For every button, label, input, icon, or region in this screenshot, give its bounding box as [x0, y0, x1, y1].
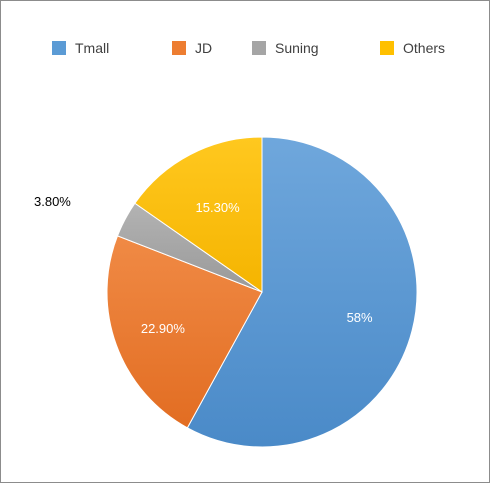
legend-label-tmall: Tmall — [75, 40, 110, 56]
pie-slice-others — [134, 136, 263, 293]
legend-swatch-jd — [172, 41, 186, 55]
legend-item-tmall: Tmall — [52, 38, 109, 58]
data-label-others: 15.30% — [196, 200, 241, 215]
legend-label-jd: JD — [195, 40, 213, 56]
pie-slice-tmall — [186, 136, 418, 448]
pie-slice-jd — [106, 235, 263, 429]
legend-item-suning: Suning — [252, 38, 319, 58]
legend-item-others: Others — [380, 38, 445, 58]
legend-swatch-suning — [252, 41, 266, 55]
data-label-suning: 3.80% — [34, 194, 71, 209]
legend-label-others: Others — [403, 40, 446, 56]
legend-label-suning: Suning — [275, 40, 319, 56]
legend-item-jd: JD — [172, 38, 212, 58]
legend-swatch-others — [380, 41, 394, 55]
data-label-tmall: 58% — [347, 310, 373, 325]
data-label-jd: 22.90% — [141, 321, 186, 336]
legend-swatch-tmall — [52, 41, 66, 55]
